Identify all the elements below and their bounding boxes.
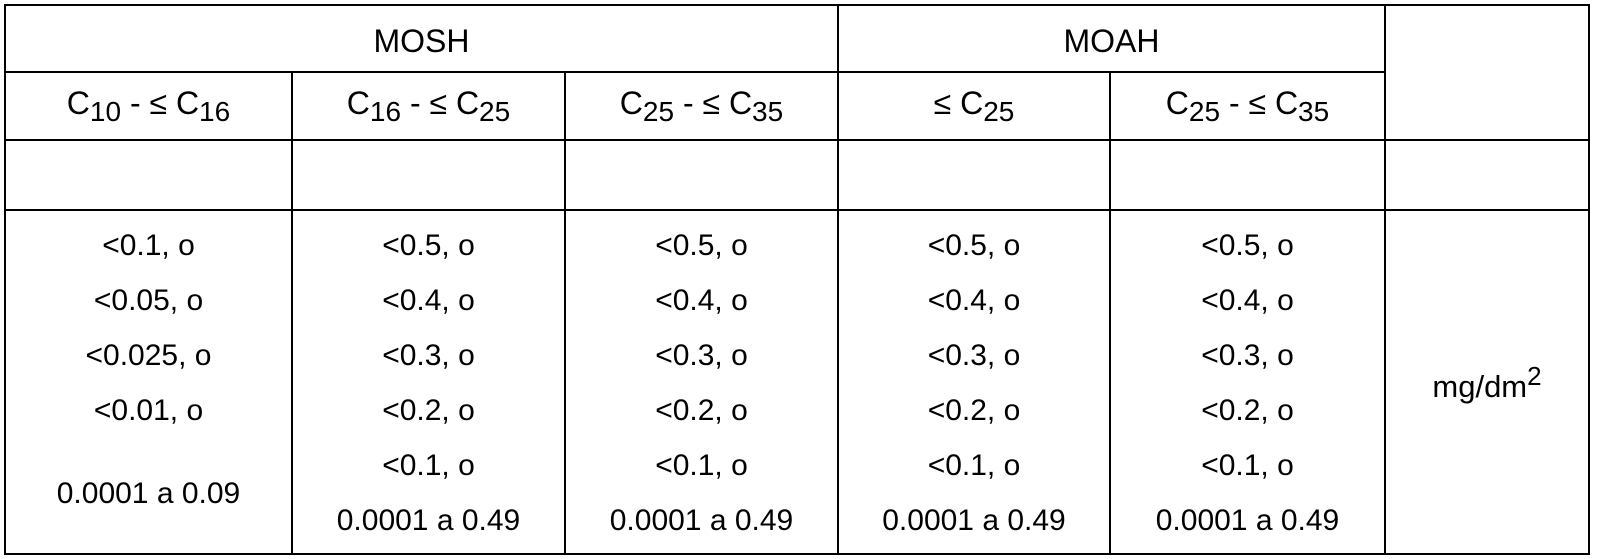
value-cell: <0.1, o [102,229,195,262]
value-cell: <0.3, o [927,339,1021,372]
value-cell: 0.0001 a 0.49 [1155,504,1340,537]
value-cell: <0.3, o [382,339,475,372]
column-header-text: C25 - ≤ C35 [1165,84,1330,127]
rule-column-header [4,139,1589,141]
values-mosh-c16-c25: <0.5, o <0.4, o <0.3, o <0.2, o <0.1, o … [293,211,564,553]
rule-col-5 [1384,4,1386,555]
value-cell: <0.5, o [1201,229,1294,262]
value-cell: <0.2, o [382,394,475,427]
value-cell: 0.0001 a 0.49 [882,504,1066,537]
unit-cell: mg/dm2 [1386,211,1588,553]
value-cell: 0.0001 a 0.09 [56,477,241,510]
value-cell: <0.4, o [382,284,475,317]
unit-text: mg/dm2 [1432,360,1542,404]
values-mosh-c25-c35: <0.5, o <0.4, o <0.3, o <0.2, o <0.1, o … [566,211,837,553]
value-cell: <0.1, o [927,449,1021,482]
value-cell: <0.4, o [655,284,748,317]
data-table: MOSH MOAH C10 - ≤ C16 C16 - ≤ C25 C25 - … [4,4,1590,555]
value-cell: <0.5, o [655,229,748,262]
column-header-text: C25 - ≤ C35 [619,84,784,127]
rule-empty-row [4,209,1589,211]
value-cell: 0.0001 a 0.49 [336,504,521,537]
column-header-moah-c25: ≤ C25 [839,73,1109,139]
column-header-mosh-c25-c35: C25 - ≤ C35 [566,73,837,139]
value-cell: <0.1, o [655,449,748,482]
values-moah-c25: <0.5, o <0.4, o <0.3, o <0.2, o <0.1, o … [839,211,1109,553]
value-cell: 0.0001 a 0.49 [609,504,794,537]
rule-col-1 [291,72,293,555]
group-header-moah: MOAH [1063,22,1160,59]
value-cell: <0.5, o [927,229,1021,262]
value-cell: <0.025, o [85,339,212,372]
column-header-mosh-c16-c25: C16 - ≤ C25 [293,73,564,139]
value-cell: <0.5, o [382,229,475,262]
rule-col-3 [837,4,839,555]
value-cell: <0.4, o [927,284,1021,317]
values-moah-c25-c35: <0.5, o <0.4, o <0.3, o <0.2, o <0.1, o … [1111,211,1384,553]
rule-group-header [4,71,1384,73]
value-cell: <0.4, o [1201,284,1294,317]
column-header-text: ≤ C25 [933,84,1015,127]
value-cell: <0.1, o [382,449,475,482]
group-header-mosh: MOSH [373,22,470,59]
rule-col-4 [1109,72,1111,555]
value-cell: <0.3, o [655,339,748,372]
column-header-text: C10 - ≤ C16 [66,84,231,127]
border-left [4,4,6,555]
border-top [4,4,1589,6]
value-cell: <0.05, o [93,284,204,317]
rule-col-2 [564,72,566,555]
value-cell: <0.01, o [93,394,204,427]
value-cell: <0.3, o [1201,339,1294,372]
column-header-mosh-c10-c16: C10 - ≤ C16 [6,73,291,139]
column-header-moah-c25-c35: C25 - ≤ C35 [1111,73,1384,139]
values-mosh-c10-c16: <0.1, o <0.05, o <0.025, o <0.01, o 0.00… [6,211,291,553]
border-right [1588,4,1590,555]
value-cell: <0.2, o [655,394,748,427]
border-bottom [4,553,1589,555]
value-cell: <0.2, o [1201,394,1294,427]
value-cell: <0.1, o [1201,449,1294,482]
value-cell: <0.2, o [927,394,1021,427]
column-header-text: C16 - ≤ C25 [346,84,511,127]
